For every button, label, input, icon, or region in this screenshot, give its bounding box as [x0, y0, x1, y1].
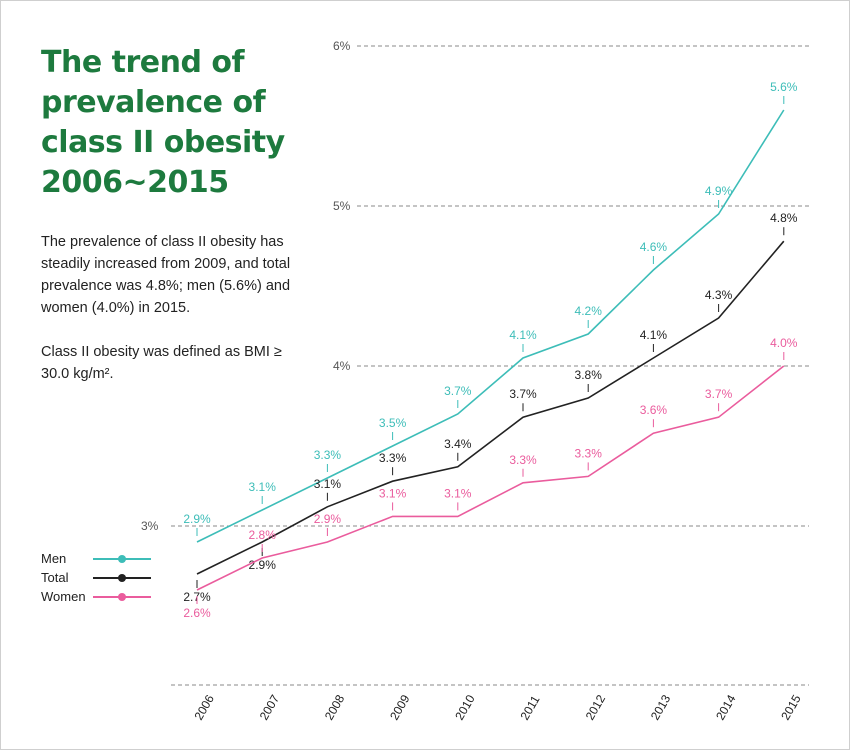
- data-label-women-2011: 3.3%: [509, 453, 537, 467]
- y-tick-label: 3%: [141, 519, 159, 533]
- x-tick-label-2010: 2010: [452, 692, 478, 722]
- x-tick-label-2011: 2011: [517, 693, 542, 723]
- data-label-total-2015: 4.8%: [770, 211, 798, 225]
- x-tick-label-2014: 2014: [713, 692, 739, 722]
- legend-item-women: Women: [41, 587, 151, 606]
- data-label-men-2012: 4.2%: [575, 304, 603, 318]
- data-label-men-2006: 2.9%: [183, 512, 211, 526]
- data-label-total-2008: 3.1%: [314, 477, 342, 491]
- legend-item-men: Men: [41, 549, 151, 568]
- x-tick-label-2008: 2008: [322, 692, 348, 722]
- y-tick-label: 5%: [333, 199, 351, 213]
- x-tick-label-2009: 2009: [387, 692, 413, 722]
- legend-label-women: Women: [41, 589, 86, 604]
- y-tick-label: 4%: [333, 359, 351, 373]
- legend-dot-total-icon: [118, 573, 126, 582]
- data-label-men-2008: 3.3%: [314, 448, 342, 462]
- chart-title: The trend of prevalence of class II obes…: [41, 45, 285, 200]
- legend-dot-men-icon: [118, 554, 126, 563]
- data-label-men-2013: 4.6%: [640, 240, 668, 254]
- data-label-total-2009: 3.3%: [379, 451, 407, 465]
- legend-label-total: Total: [41, 570, 69, 585]
- data-label-women-2012: 3.3%: [575, 446, 603, 460]
- data-label-women-2013: 3.6%: [640, 403, 668, 417]
- legend: Men Total Women: [41, 549, 151, 606]
- legend-item-total: Total: [41, 568, 151, 587]
- data-label-men-2007: 3.1%: [249, 480, 277, 494]
- x-tick-label-2006: 2006: [191, 692, 217, 722]
- data-label-total-2010: 3.4%: [444, 437, 472, 451]
- data-label-men-2010: 3.7%: [444, 384, 472, 398]
- y-tick-label: 6%: [333, 39, 351, 53]
- data-label-women-2015: 4.0%: [770, 336, 798, 350]
- x-tick-label-2007: 2007: [257, 692, 283, 722]
- data-label-total-2007: 2.9%: [249, 558, 277, 572]
- series-line-total: [196, 240, 785, 575]
- x-tick-label-2013: 2013: [648, 692, 674, 722]
- legend-label-men: Men: [41, 551, 67, 566]
- legend-line-men: [93, 554, 151, 563]
- description-paragraph-2: Class II obesity was defined as BMI ≥ 30…: [41, 344, 282, 382]
- data-label-women-2007: 2.8%: [249, 528, 277, 542]
- legend-line-total: [93, 573, 151, 582]
- series-line-men: [196, 109, 785, 543]
- description-paragraph-1: The prevalence of class II obesity has s…: [41, 234, 291, 316]
- series-line-women: [196, 365, 785, 591]
- x-tick-label-2015: 2015: [778, 692, 804, 722]
- data-label-men-2009: 3.5%: [379, 416, 407, 430]
- data-label-women-2010: 3.1%: [444, 486, 472, 500]
- data-label-men-2011: 4.1%: [509, 328, 537, 342]
- description: The prevalence of class II obesity has s…: [41, 231, 311, 407]
- data-label-men-2014: 4.9%: [705, 184, 733, 198]
- data-label-total-2014: 4.3%: [705, 288, 733, 302]
- data-label-women-2006: 2.6%: [183, 606, 211, 620]
- data-label-men-2015: 5.6%: [770, 80, 798, 94]
- data-label-total-2013: 4.1%: [640, 328, 668, 342]
- data-label-women-2014: 3.7%: [705, 387, 733, 401]
- legend-line-women: [93, 592, 151, 601]
- data-label-women-2009: 3.1%: [379, 486, 407, 500]
- data-label-women-2008: 2.9%: [314, 512, 342, 526]
- data-label-total-2011: 3.7%: [509, 387, 537, 401]
- data-label-total-2012: 3.8%: [575, 368, 603, 382]
- x-tick-label-2012: 2012: [583, 692, 609, 722]
- legend-dot-women-icon: [118, 592, 126, 601]
